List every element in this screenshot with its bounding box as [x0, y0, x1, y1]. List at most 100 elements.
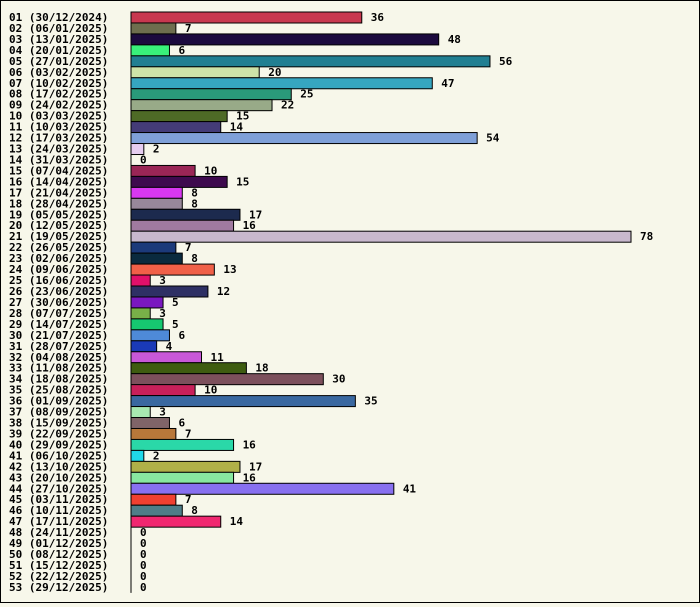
value-label: 11	[211, 351, 225, 364]
category-label: 50 (08/12/2025)	[9, 548, 108, 561]
category-label: 24 (09/06/2025)	[9, 263, 108, 276]
category-label: 10 (03/03/2025)	[9, 110, 108, 123]
category-label: 49 (01/12/2025)	[9, 537, 108, 550]
bar	[130, 11, 363, 24]
category-label: 47 (17/11/2025)	[9, 515, 108, 528]
category-label: 04 (20/01/2025)	[9, 44, 108, 57]
category-label: 44 (27/10/2025)	[9, 482, 108, 495]
bar	[130, 66, 260, 79]
category-label: 43 (20/10/2025)	[9, 471, 108, 484]
value-label: 7	[185, 22, 192, 35]
category-label: 25 (16/06/2025)	[9, 274, 108, 287]
bar	[130, 132, 478, 145]
bar	[130, 197, 183, 210]
category-label: 41 (06/10/2025)	[9, 449, 108, 462]
value-label: 17	[249, 208, 262, 221]
value-label: 3	[159, 406, 166, 419]
category-label: 16 (14/04/2025)	[9, 175, 108, 188]
bar	[130, 482, 395, 495]
value-label: 15	[236, 175, 249, 188]
value-label: 20	[268, 66, 281, 79]
bar	[130, 55, 491, 68]
value-label: 3	[159, 307, 166, 320]
bar	[130, 230, 632, 243]
bar	[130, 493, 177, 506]
value-label: 0	[140, 537, 147, 550]
value-label: 10	[204, 384, 217, 397]
category-label: 08 (17/02/2025)	[9, 88, 108, 101]
bar	[130, 329, 170, 342]
category-label: 11 (10/03/2025)	[9, 121, 108, 134]
category-label: 14 (31/03/2025)	[9, 153, 108, 166]
value-label: 7	[185, 493, 192, 506]
category-label: 37 (08/09/2025)	[9, 406, 108, 419]
value-label: 6	[178, 417, 185, 430]
bar	[130, 88, 292, 101]
category-label: 33 (11/08/2025)	[9, 362, 108, 375]
category-label: 13 (24/03/2025)	[9, 143, 108, 156]
value-label: 8	[191, 186, 198, 199]
bar	[130, 285, 209, 298]
value-label: 30	[332, 373, 345, 386]
value-label: 22	[281, 99, 294, 112]
value-label: 8	[191, 504, 198, 517]
bar	[130, 164, 196, 177]
value-label: 56	[499, 55, 513, 68]
category-label: 20 (12/05/2025)	[9, 219, 108, 232]
bar	[130, 263, 215, 276]
category-label: 26 (23/06/2025)	[9, 285, 108, 298]
value-label: 48	[448, 33, 461, 46]
value-label: 5	[172, 318, 179, 331]
category-label: 29 (14/07/2025)	[9, 318, 108, 331]
value-label: 7	[185, 241, 192, 254]
value-label: 6	[178, 329, 185, 342]
value-label: 16	[243, 438, 257, 451]
category-label: 40 (29/09/2025)	[9, 438, 108, 451]
category-label: 45 (03/11/2025)	[9, 493, 108, 506]
bar	[130, 143, 145, 156]
bar	[130, 121, 222, 134]
category-label: 15 (07/04/2025)	[9, 164, 108, 177]
value-label: 5	[172, 296, 179, 309]
bar	[130, 449, 145, 462]
value-label: 54	[486, 132, 500, 145]
category-label: 52 (22/12/2025)	[9, 570, 108, 583]
category-label: 05 (27/01/2025)	[9, 55, 108, 68]
bar	[130, 33, 440, 46]
category-label: 22 (26/05/2025)	[9, 241, 108, 254]
value-label: 0	[140, 526, 147, 539]
value-label: 47	[441, 77, 454, 90]
bar	[130, 186, 183, 199]
value-label: 7	[185, 427, 192, 440]
category-label: 02 (06/01/2025)	[9, 22, 108, 35]
bar	[130, 175, 228, 188]
category-label: 48 (24/11/2025)	[9, 526, 108, 539]
bar	[130, 44, 170, 57]
value-label: 16	[243, 219, 257, 232]
value-label: 41	[403, 482, 417, 495]
category-label: 34 (18/08/2025)	[9, 373, 108, 386]
value-label: 13	[223, 263, 236, 276]
category-label: 30 (21/07/2025)	[9, 329, 108, 342]
value-label: 2	[153, 449, 160, 462]
bar	[130, 417, 170, 430]
category-label: 35 (25/08/2025)	[9, 384, 108, 397]
value-label: 15	[236, 110, 249, 123]
category-label: 17 (21/04/2025)	[9, 186, 108, 199]
category-label: 53 (29/12/2025)	[9, 581, 108, 594]
category-label: 18 (28/04/2025)	[9, 197, 108, 210]
category-label: 36 (01/09/2025)	[9, 395, 108, 408]
bar	[130, 395, 356, 408]
category-label: 21 (19/05/2025)	[9, 230, 108, 243]
category-label: 06 (03/02/2025)	[9, 66, 108, 79]
value-label: 0	[140, 548, 147, 561]
bar	[130, 208, 241, 221]
bar	[130, 471, 235, 484]
bar	[130, 460, 241, 473]
category-label: 27 (30/06/2025)	[9, 296, 108, 309]
bar	[130, 99, 273, 112]
bar	[130, 77, 433, 90]
category-label: 28 (07/07/2025)	[9, 307, 108, 320]
category-label: 07 (10/02/2025)	[9, 77, 108, 90]
